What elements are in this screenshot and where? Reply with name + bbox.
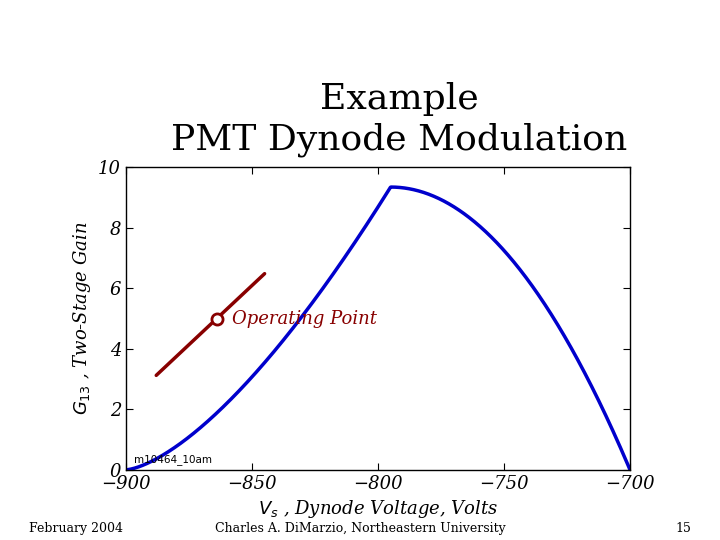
- Text: PMT Dynode Modulation: PMT Dynode Modulation: [171, 122, 628, 157]
- Text: 15: 15: [675, 522, 691, 535]
- X-axis label: $V_s$ , Dynode Voltage, Volts: $V_s$ , Dynode Voltage, Volts: [258, 498, 498, 520]
- Text: Example: Example: [320, 82, 479, 116]
- Text: Operating Point: Operating Point: [232, 309, 377, 328]
- Text: February 2004: February 2004: [29, 522, 123, 535]
- Y-axis label: $G_{13}$ , Two-Stage Gain: $G_{13}$ , Two-Stage Gain: [71, 222, 93, 415]
- Text: Charles A. DiMarzio, Northeastern University: Charles A. DiMarzio, Northeastern Univer…: [215, 522, 505, 535]
- Text: m10464_10am: m10464_10am: [133, 454, 212, 465]
